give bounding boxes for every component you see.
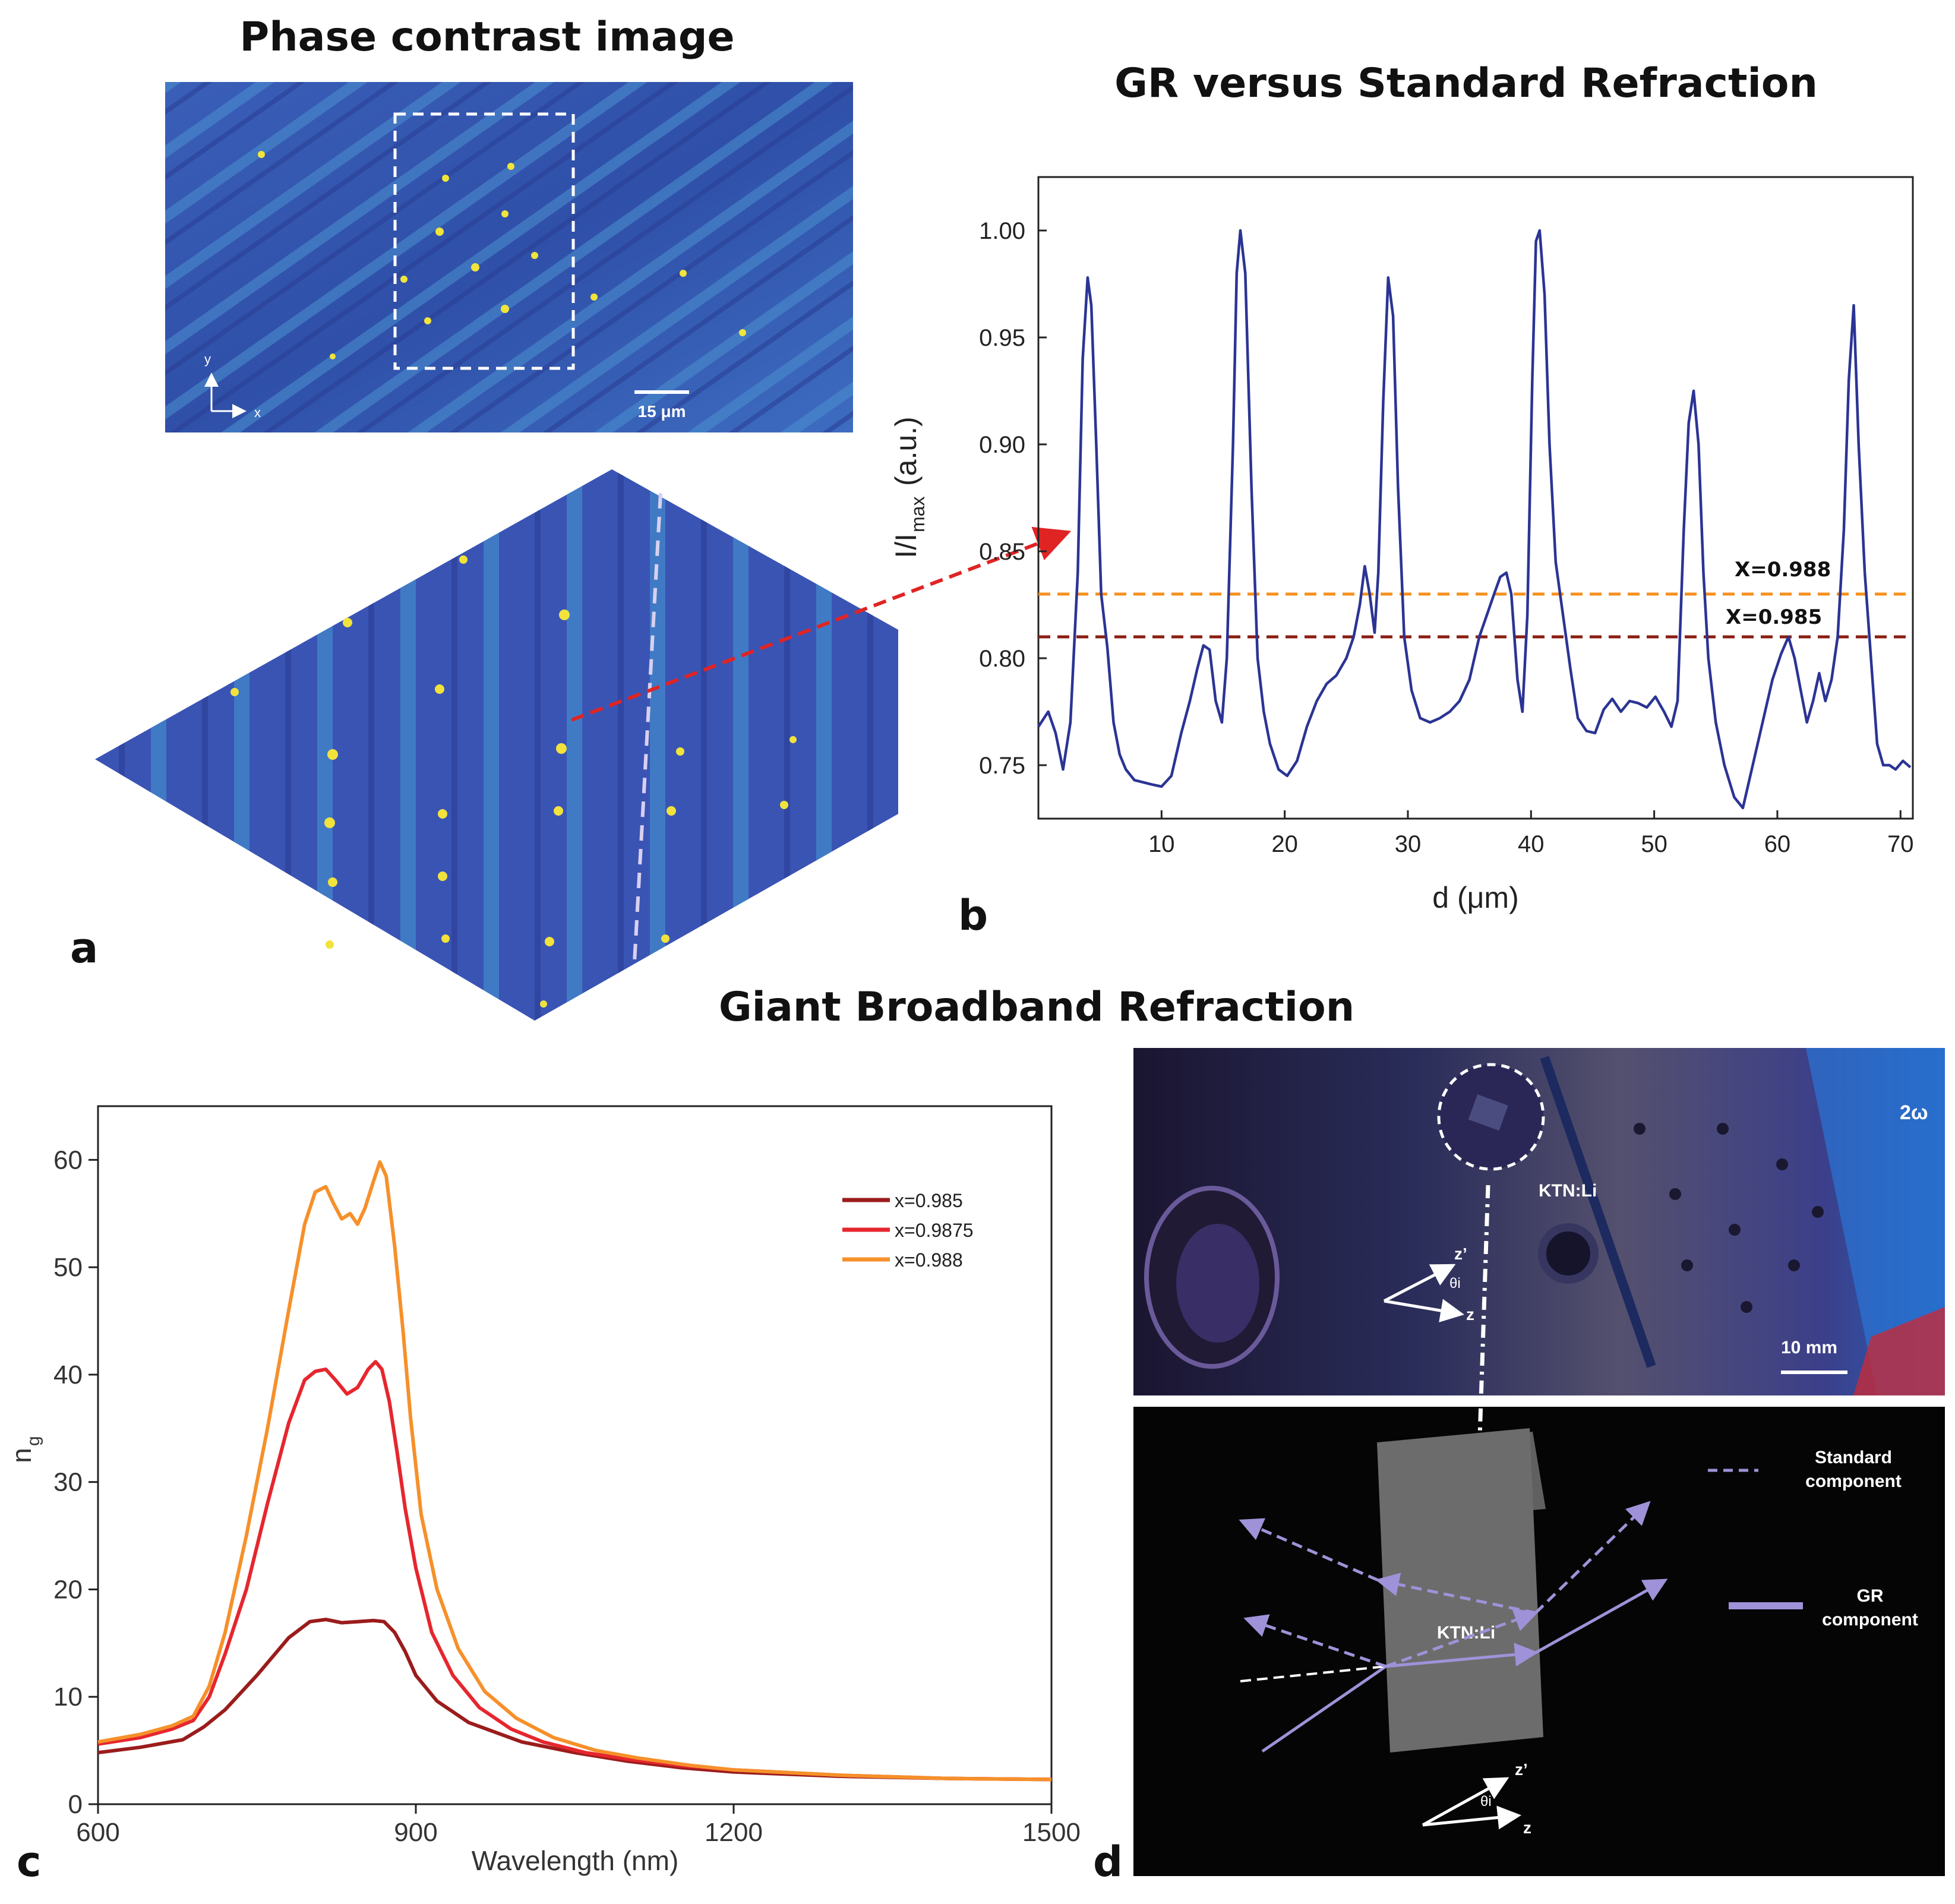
series-line-x=0.988 [97,1160,1052,1782]
photo-axis-zprime: z’ [1454,1245,1467,1263]
setup-photo: KTN:Li 2ω 10 mm z’ z θi [1133,1048,1945,1395]
chart-c: 600 900 1200 1500 0 10 20 30 40 50 60 x=0.985 x=0.9… [6,1105,1081,1876]
series-line-x=0.985 [97,1618,1052,1782]
x-tick-label: 30 [1395,831,1422,857]
schematic-axis-z: z [1523,1818,1531,1837]
rotated-zoom-image [95,469,898,1021]
chart-b: X=0.988 X=0.985 10 20 30 40 50 60 70 0.75 0.80 0.… [889,176,1914,914]
y-tick-label: 10 [53,1682,83,1712]
chart-b-series-line [1037,229,1912,810]
chart-c-ylabel: n [6,1448,37,1463]
schematic-crystal-label: KTN:Li [1437,1623,1495,1643]
y-tick-label: 60 [53,1145,83,1174]
y-tick-label: 30 [53,1468,83,1497]
x-tick-label: 600 [76,1818,119,1847]
x-tick-label: 40 [1518,831,1545,857]
chart-b-ylabel-units: (a.u.) [889,416,923,486]
y-tick-label: 20 [53,1575,83,1604]
schematic-axis-zprime: z’ [1515,1760,1528,1779]
legend-standard-line1: Standard [1815,1448,1892,1467]
legend-label: x=0.9875 [895,1220,974,1241]
photo-axis-z: z [1466,1305,1474,1324]
legend-label: x=0.988 [895,1249,963,1271]
legend-gr-line1: GR [1857,1586,1884,1606]
link-arrow [570,526,1072,722]
x-tick-label: 70 [1887,831,1914,857]
x-tick-label: 20 [1271,831,1298,857]
chart-c-frame [97,1105,1053,1805]
label-2w: 2ω [1900,1101,1928,1124]
panel-b-title: GR versus Standard Refraction [1114,60,1818,107]
legend-label: x=0.985 [895,1190,963,1211]
y-tick-label: 0 [68,1790,83,1819]
chart-b-xlabel: d (μm) [1432,881,1518,914]
axis-x-label: x [254,405,261,420]
panel-c-d-title: Giant Broadband Refraction [719,984,1354,1031]
x-tick-label: 900 [394,1818,437,1847]
y-tick-label: 1.00 [979,218,1025,244]
axis-y-label: y [204,352,211,367]
y-tick-label: 0.75 [979,753,1025,779]
legend-standard-line2: component [1805,1472,1902,1491]
photo-angle: θi [1449,1275,1461,1292]
schematic: KTN:Li Standard component GR component z… [1133,1185,1945,1876]
series-line-x=0.9875 [97,1360,1052,1782]
chart-b-frame [1037,176,1914,820]
panel-letter-d: d [1093,1837,1123,1886]
x-tick-label: 1200 [705,1818,763,1847]
chart-c-ylabel-sub: g [24,1436,43,1446]
y-tick-label: 40 [53,1360,83,1390]
chart-c-xlabel: Wavelength (nm) [472,1845,679,1876]
panel-letter-b: b [958,891,988,940]
y-tick-label: 0.85 [979,539,1025,565]
y-tick-label: 0.80 [979,646,1025,672]
photo-crystal-label: KTN:Li [1539,1181,1597,1201]
chart-b-ylabel-sub: max [907,497,928,532]
x-tick-label: 50 [1641,831,1667,857]
scale-bar-a: 15 μm [638,402,686,421]
y-tick-label: 0.90 [979,432,1025,458]
legend-gr-line2: component [1822,1610,1918,1630]
y-tick-label: 0.95 [979,325,1025,351]
x-tick-label: 10 [1148,831,1175,857]
reference-label-x0988: X=0.988 [1735,558,1831,582]
panel-letter-a: a [70,924,98,972]
schematic-angle: θi [1480,1794,1492,1810]
chart-b-ylabel: I/I [889,533,923,558]
panel-a-title: Phase contrast image [239,14,734,61]
x-tick-label: 60 [1764,831,1791,857]
scale-bar-d: 10 mm [1781,1338,1837,1357]
reference-label-x0985: X=0.985 [1726,605,1822,629]
phase-contrast-image: 15 μm y x [165,82,853,432]
x-tick-label: 1500 [1022,1818,1081,1847]
panel-letter-c: c [17,1837,42,1886]
y-tick-label: 50 [53,1253,83,1282]
